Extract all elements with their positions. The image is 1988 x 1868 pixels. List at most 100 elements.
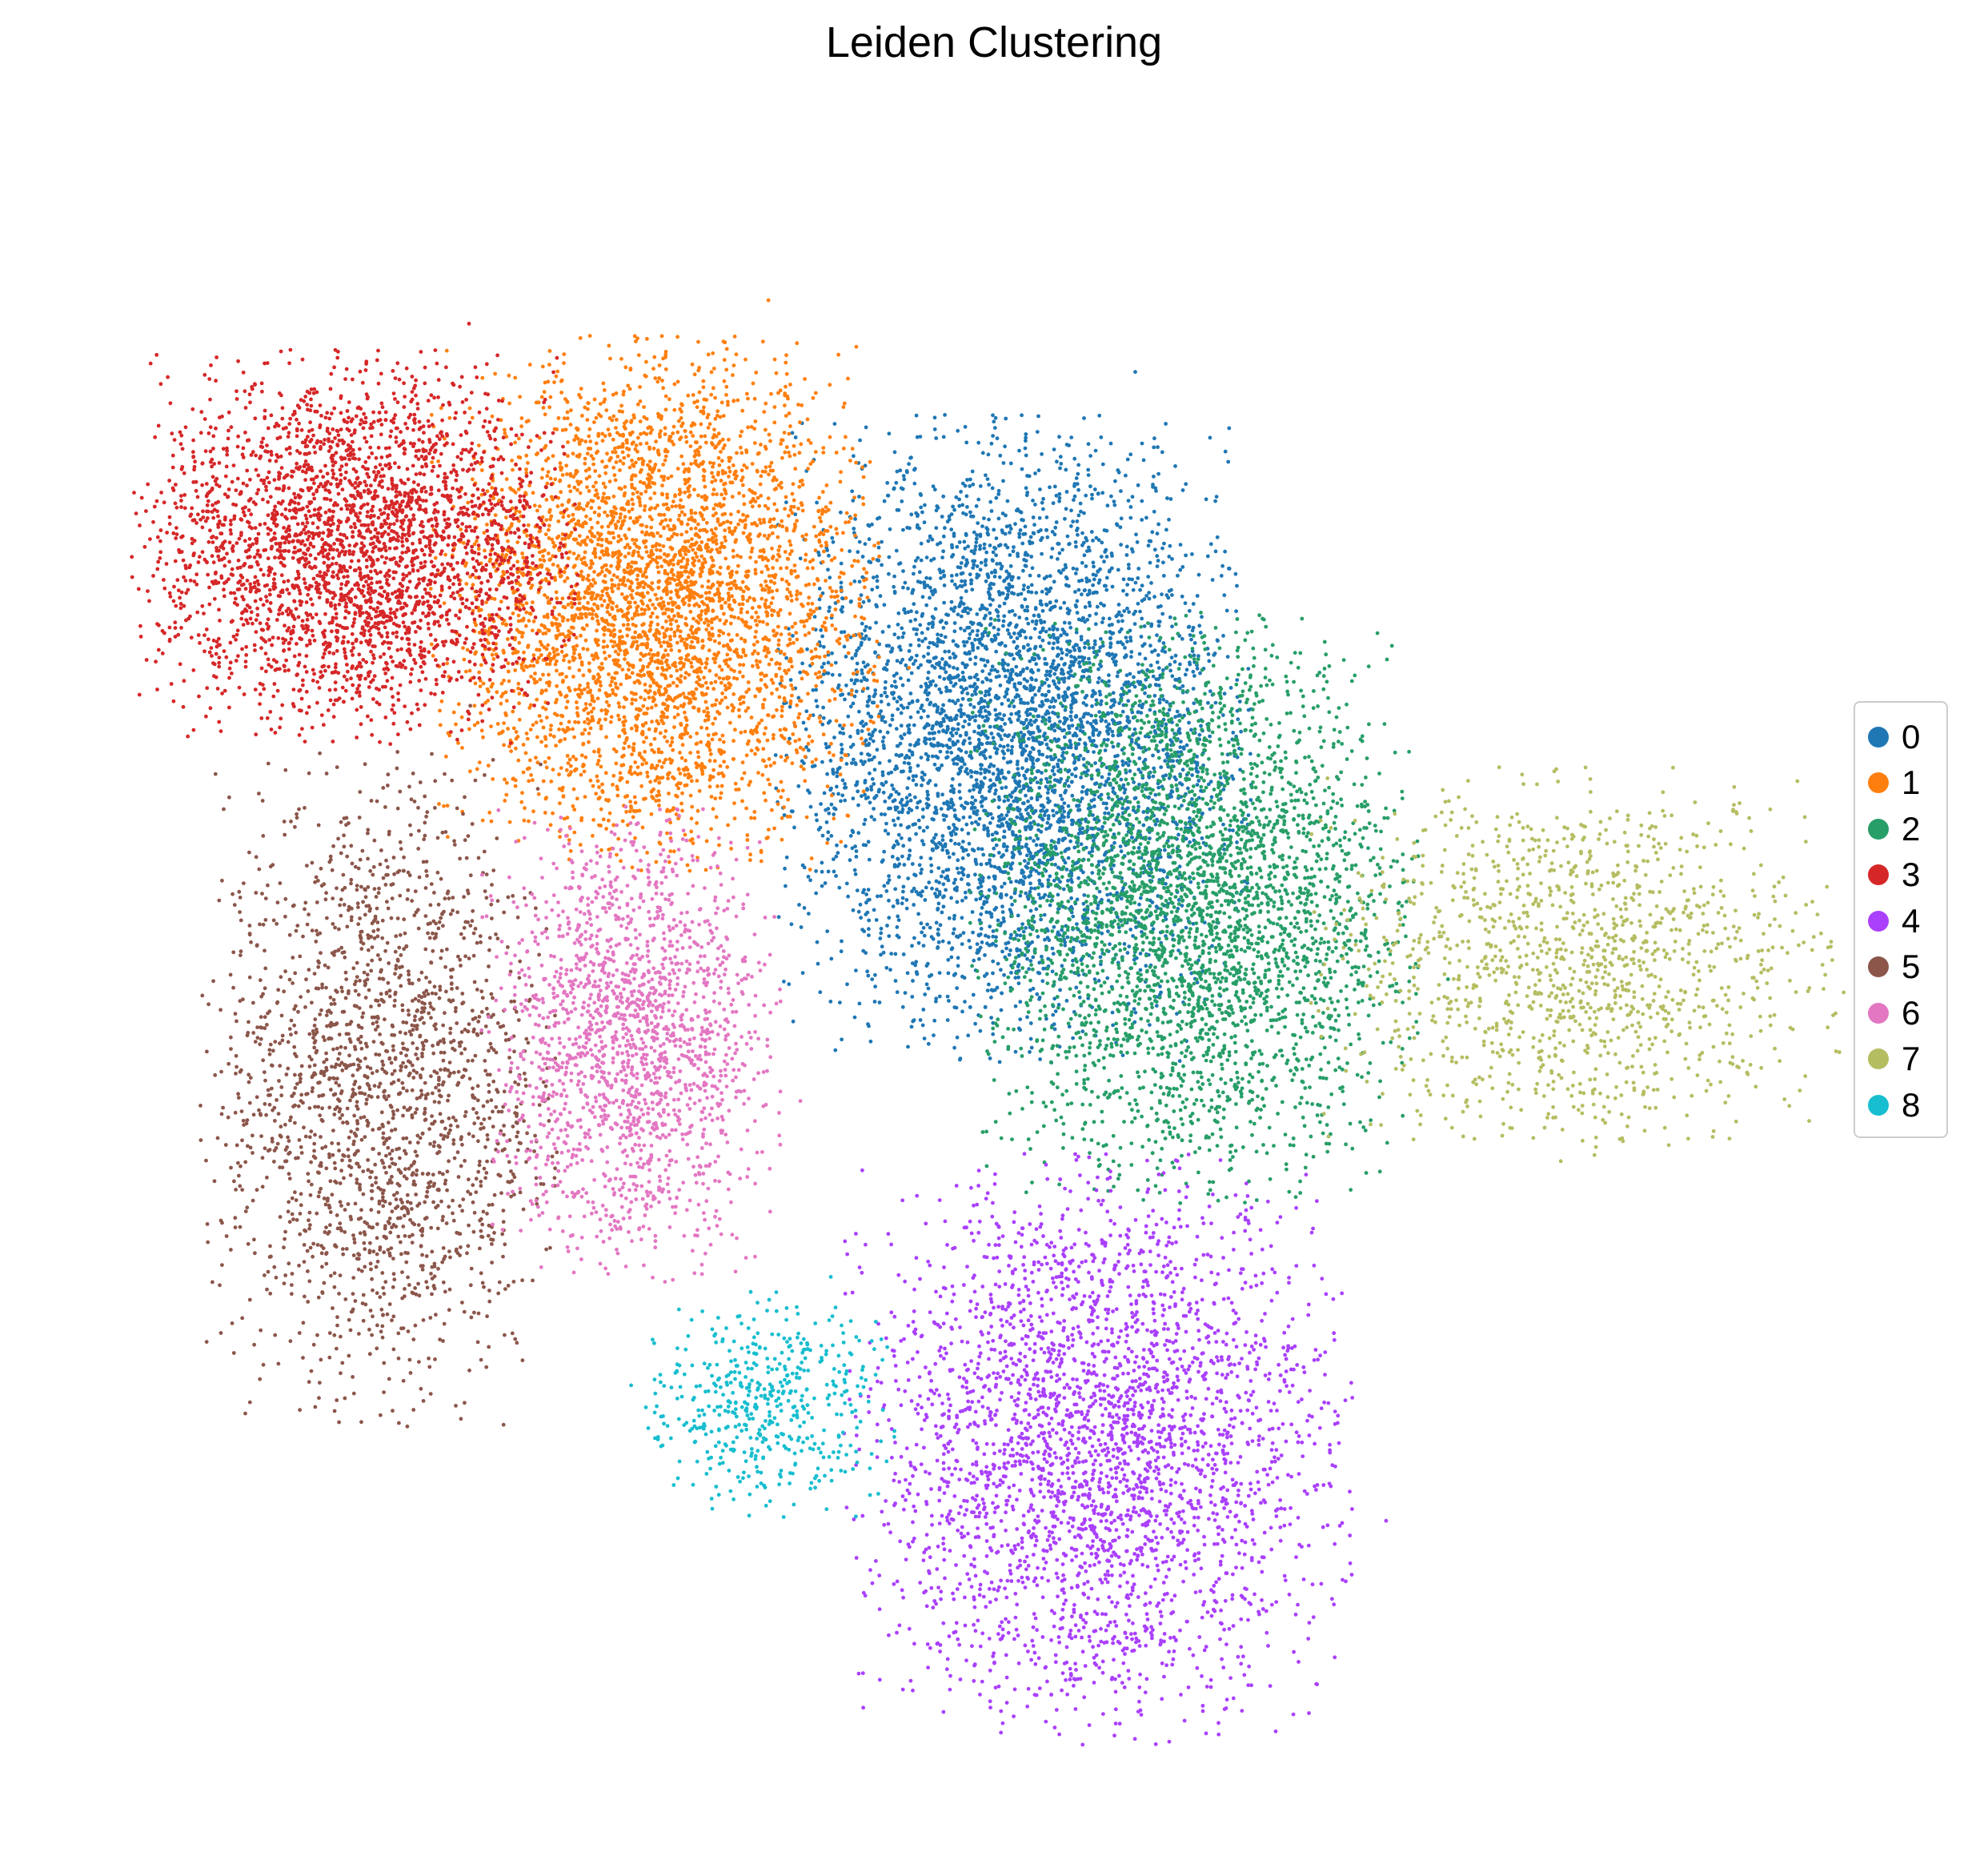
cluster-0-point <box>829 786 833 791</box>
cluster-0-point <box>1100 462 1105 467</box>
cluster-0-point <box>996 614 1000 619</box>
cluster-1-point <box>825 840 829 845</box>
cluster-0-point <box>1036 614 1041 619</box>
cluster-0-point <box>912 1018 916 1022</box>
cluster-0-point <box>1065 534 1070 539</box>
cluster-0-point <box>931 840 936 844</box>
cluster-0-point <box>826 869 831 874</box>
cluster-0-point <box>881 950 886 955</box>
cluster-0-point <box>990 486 995 491</box>
cluster-0-point <box>978 547 982 551</box>
cluster-0-point <box>1084 576 1088 581</box>
cluster-0-point <box>983 708 988 713</box>
cluster-0-point <box>1126 763 1131 768</box>
chart-title: Leiden Clustering <box>0 18 1988 67</box>
cluster-0-point <box>1044 669 1049 674</box>
cluster-0-point <box>1017 535 1022 539</box>
cluster-1-point <box>679 454 683 459</box>
cluster-0-point <box>1057 932 1062 937</box>
cluster-0-point <box>1208 689 1212 694</box>
cluster-0-point <box>1092 804 1096 808</box>
cluster-0-point <box>1125 606 1129 611</box>
cluster-0-point <box>1176 948 1180 952</box>
cluster-0-point <box>1168 497 1173 501</box>
cluster-0-point <box>845 982 849 987</box>
cluster-0-point <box>905 825 910 830</box>
cluster-0-point <box>1180 594 1184 599</box>
cluster-0-point <box>1036 749 1041 754</box>
cluster-0-point <box>1052 813 1056 818</box>
cluster-0-point <box>930 847 935 852</box>
cluster-0-point <box>860 621 864 626</box>
cluster-0-point <box>968 945 972 950</box>
cluster-0-point <box>1017 448 1021 453</box>
cluster-0-point <box>806 875 811 879</box>
cluster-0-point <box>872 1000 877 1004</box>
cluster-1-point <box>654 439 658 444</box>
cluster-0-point <box>1088 484 1092 489</box>
cluster-0-point <box>982 827 986 832</box>
cluster-0-point <box>936 908 940 912</box>
cluster-0-point <box>883 812 888 816</box>
cluster-0-point <box>853 653 858 658</box>
cluster-0-point <box>1036 714 1040 719</box>
cluster-0-point <box>1155 554 1160 559</box>
cluster-0-point <box>873 691 877 696</box>
cluster-0-point <box>1010 902 1014 907</box>
cluster-0-point <box>1120 642 1125 647</box>
cluster-0-point <box>932 1018 937 1023</box>
cluster-0-point <box>1064 868 1069 872</box>
cluster-0-point <box>1004 892 1008 897</box>
cluster-0-point <box>1102 603 1106 607</box>
cluster-0-point <box>877 515 882 520</box>
cluster-0-point <box>914 632 919 636</box>
cluster-0-point <box>1124 635 1128 639</box>
cluster-0-point <box>1032 656 1037 661</box>
cluster-0-point <box>1016 592 1020 597</box>
cluster-0-point <box>1055 627 1060 631</box>
cluster-0-point <box>979 763 983 767</box>
cluster-0-point <box>994 693 999 698</box>
cluster-0-point <box>1132 675 1136 679</box>
cluster-0-point <box>924 555 929 559</box>
cluster-0-point <box>1044 784 1048 789</box>
cluster-0-point <box>1092 487 1097 491</box>
cluster-0-point <box>904 898 909 902</box>
cluster-0-point <box>1128 635 1132 639</box>
cluster-0-point <box>989 864 993 868</box>
cluster-0-point <box>1002 881 1007 886</box>
cluster-0-point <box>800 661 804 666</box>
cluster-0-point <box>1249 798 1253 802</box>
cluster-0-point <box>937 567 942 572</box>
cluster-0-point <box>1107 772 1112 776</box>
cluster-0-point <box>987 875 991 880</box>
cluster-1-point <box>551 768 555 772</box>
cluster-0-point <box>824 745 829 750</box>
cluster-0-point <box>1080 943 1084 948</box>
cluster-0-point <box>923 736 928 740</box>
cluster-1-point <box>631 538 635 542</box>
cluster-0-point <box>914 960 919 964</box>
cluster-0-point <box>868 771 872 776</box>
cluster-0-point <box>921 1008 926 1012</box>
cluster-1-point <box>877 554 881 559</box>
cluster-0-point <box>888 968 892 972</box>
cluster-0-point <box>1137 651 1142 656</box>
cluster-0-point <box>891 904 896 908</box>
cluster-0-point <box>1119 896 1124 901</box>
cluster-0-point <box>1099 699 1104 704</box>
cluster-0-point <box>865 699 870 704</box>
cluster-0-point <box>951 639 956 643</box>
cluster-0-point <box>983 776 987 780</box>
cluster-1-point <box>827 751 832 755</box>
cluster-0-point <box>1023 597 1028 602</box>
cluster-0-point <box>925 659 930 663</box>
cluster-0-point <box>1087 646 1092 650</box>
cluster-0-point <box>861 762 865 767</box>
cluster-0-point <box>985 477 990 481</box>
cluster-0-point <box>926 714 930 719</box>
cluster-1-point <box>493 371 497 376</box>
cluster-0-point <box>1189 728 1193 732</box>
cluster-0-point <box>901 527 905 532</box>
cluster-0-point <box>952 675 956 679</box>
